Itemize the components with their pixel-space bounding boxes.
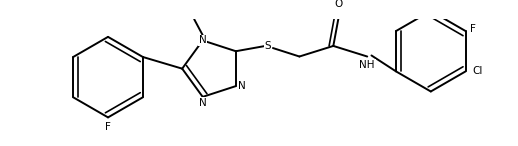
Text: O: O xyxy=(335,0,343,9)
Text: NH: NH xyxy=(359,60,375,70)
Text: N: N xyxy=(199,35,207,45)
Text: F: F xyxy=(470,24,476,34)
Text: N: N xyxy=(238,81,246,91)
Text: F: F xyxy=(105,122,111,132)
Text: S: S xyxy=(264,41,271,51)
Text: N: N xyxy=(199,98,207,108)
Text: Cl: Cl xyxy=(472,66,482,76)
